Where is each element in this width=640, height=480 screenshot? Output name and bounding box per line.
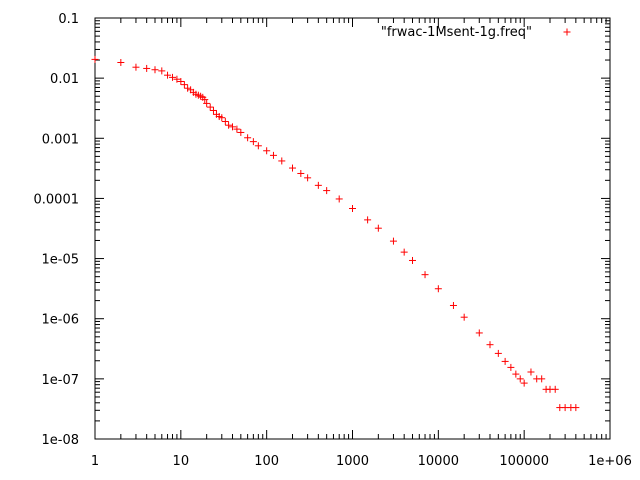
data-point (117, 59, 125, 67)
axis-tick-labels: 1 10 100 1000 10000 100000 1e+06 1e-08 1e-07 1e-0… (34, 12, 632, 469)
plot-frame (94, 17, 611, 440)
data-point (494, 349, 502, 357)
data-points (91, 55, 580, 412)
data-point (389, 237, 397, 245)
data-point (434, 285, 442, 293)
data-point (516, 375, 524, 383)
data-point (180, 81, 188, 89)
data-point (400, 248, 408, 256)
legend-marker-symbol (563, 28, 571, 36)
x-tick-label: 1 (91, 454, 99, 469)
data-point (460, 313, 468, 321)
data-point (335, 195, 343, 203)
legend-marker (563, 28, 571, 36)
data-point (349, 205, 356, 213)
data-point (314, 181, 322, 189)
x-tick-label: 1000 (336, 454, 369, 469)
data-point (304, 174, 312, 182)
y-tick-label: 0.01 (50, 72, 79, 87)
data-point (408, 256, 416, 264)
data-point (206, 103, 214, 111)
data-point (233, 125, 241, 133)
data-point (263, 147, 271, 155)
data-point (278, 157, 286, 165)
data-point (164, 71, 172, 79)
y-tick-label: 1e-06 (41, 313, 79, 328)
data-point (269, 151, 277, 159)
data-point (421, 271, 429, 279)
data-point (520, 379, 528, 387)
data-point (538, 375, 546, 383)
axis-ticks (94, 17, 611, 440)
data-point (374, 224, 382, 232)
data-point (244, 134, 252, 142)
data-point (173, 75, 181, 83)
data-point (501, 357, 509, 365)
data-point (254, 142, 262, 150)
legend: "frwac-1Msent-1g.freq" (381, 25, 571, 40)
data-point (237, 128, 245, 136)
data-point (151, 66, 159, 74)
data-point (512, 370, 520, 378)
data-point (221, 118, 229, 126)
data-point (527, 368, 535, 376)
y-tick-label: 1e-07 (41, 373, 79, 388)
data-point (249, 138, 257, 146)
y-tick-label: 0.001 (42, 132, 79, 147)
data-point (177, 77, 185, 85)
data-point (201, 96, 209, 104)
data-point (475, 329, 483, 337)
data-point (184, 84, 192, 92)
x-tick-label: 100 (254, 454, 279, 469)
data-point (225, 121, 233, 129)
y-tick-label: 1e-08 (41, 433, 79, 448)
data-point (297, 169, 305, 177)
data-point (218, 114, 226, 122)
data-point (486, 341, 494, 349)
x-tick-label: 10 (173, 454, 190, 469)
data-point (323, 187, 331, 195)
data-point (209, 106, 217, 114)
data-point (91, 55, 99, 63)
y-tick-label: 1e-05 (41, 253, 79, 268)
x-tick-label: 1e+06 (588, 454, 632, 469)
y-tick-label: 0.1 (58, 12, 79, 27)
data-point (229, 123, 237, 131)
data-point (132, 63, 140, 71)
data-point (551, 385, 559, 393)
data-point (289, 164, 297, 172)
y-tick-label: 0.0001 (34, 192, 80, 207)
x-tick-label: 100000 (499, 454, 549, 469)
data-point (169, 73, 177, 81)
data-point (507, 363, 515, 371)
x-tick-label: 10000 (418, 454, 459, 469)
data-point (143, 64, 151, 72)
data-point (158, 67, 166, 75)
data-point (203, 99, 211, 107)
data-point (364, 216, 372, 224)
data-point (572, 404, 580, 412)
data-point (449, 301, 457, 309)
legend-label: "frwac-1Msent-1g.freq" (381, 25, 532, 40)
